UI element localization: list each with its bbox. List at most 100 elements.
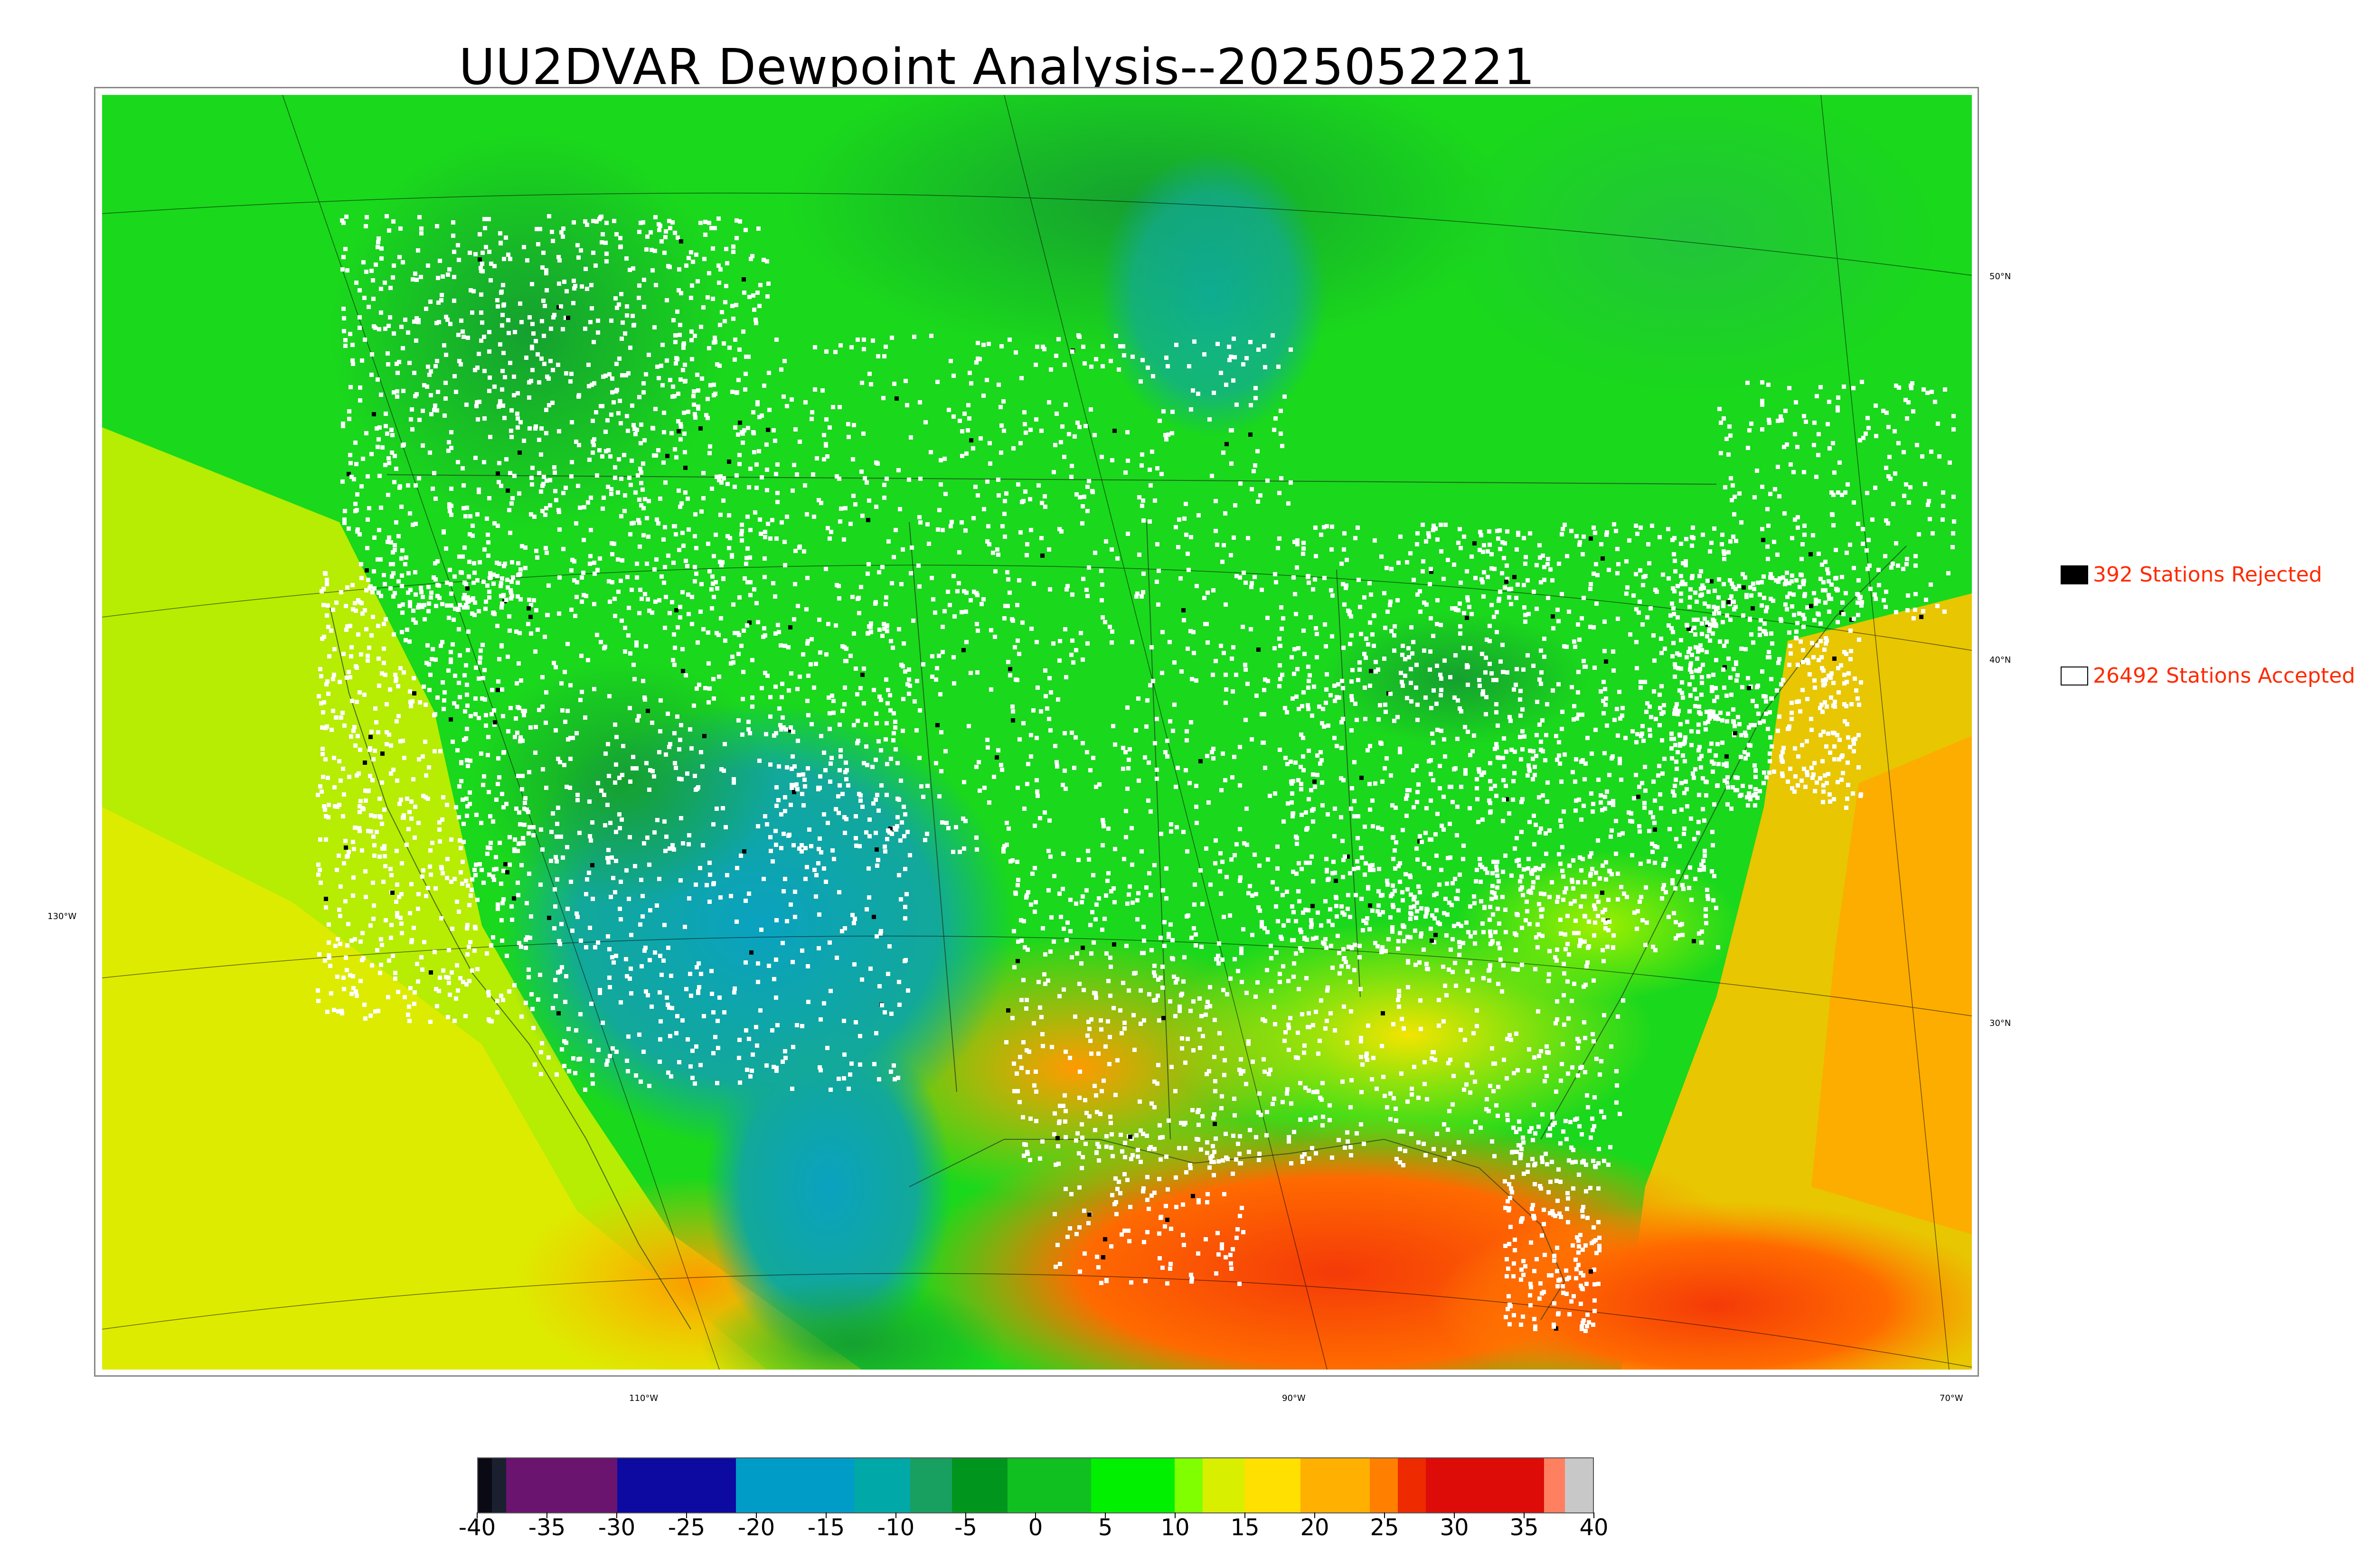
accepted-station-marker: [1357, 944, 1362, 948]
accepted-station-marker: [637, 296, 641, 300]
accepted-station-marker: [1113, 742, 1117, 747]
accepted-station-marker: [740, 529, 744, 533]
accepted-station-marker: [1668, 613, 1673, 618]
accepted-station-marker: [901, 664, 905, 668]
accepted-station-marker: [1301, 911, 1305, 915]
accepted-station-marker: [603, 430, 608, 434]
accepted-station-marker: [1661, 573, 1665, 577]
accepted-station-marker: [1315, 632, 1319, 636]
accepted-station-marker: [400, 931, 404, 935]
accepted-station-marker: [690, 1049, 695, 1053]
accepted-station-marker: [316, 999, 320, 1003]
accepted-station-marker: [1846, 783, 1850, 787]
accepted-station-marker: [578, 1012, 583, 1016]
accepted-station-marker: [1542, 637, 1546, 641]
accepted-station-marker: [565, 642, 570, 646]
accepted-station-marker: [673, 447, 677, 451]
accepted-station-marker: [1002, 512, 1007, 516]
accepted-station-marker: [837, 596, 841, 601]
accepted-station-marker: [443, 690, 447, 695]
accepted-station-marker: [1685, 655, 1689, 659]
accepted-station-marker: [1627, 810, 1631, 815]
accepted-station-marker: [1501, 778, 1506, 782]
rejected-station-marker: [372, 412, 376, 416]
accepted-station-marker: [465, 758, 469, 762]
accepted-station-marker: [1697, 868, 1702, 872]
accepted-station-marker: [962, 589, 966, 593]
accepted-station-marker: [536, 352, 540, 357]
accepted-station-marker: [1492, 891, 1497, 895]
accepted-station-marker: [1511, 779, 1516, 783]
accepted-station-marker: [1726, 785, 1730, 789]
accepted-station-marker: [323, 757, 328, 761]
accepted-station-marker: [1509, 602, 1513, 606]
accepted-station-marker: [1420, 840, 1424, 844]
accepted-station-marker: [501, 404, 505, 408]
accepted-station-marker: [1486, 549, 1490, 554]
accepted-station-marker: [1496, 907, 1500, 911]
accepted-station-marker: [634, 1073, 638, 1078]
accepted-station-marker: [741, 329, 745, 334]
accepted-station-marker: [639, 481, 643, 485]
accepted-station-marker: [496, 679, 500, 684]
accepted-station-marker: [382, 573, 386, 577]
accepted-station-marker: [457, 258, 461, 262]
accepted-station-marker: [885, 837, 889, 841]
accepted-station-marker: [377, 591, 381, 595]
accepted-station-marker: [1714, 906, 1718, 910]
accepted-station-marker: [1743, 731, 1747, 735]
accepted-station-marker: [915, 679, 919, 683]
accepted-station-marker: [1400, 653, 1404, 657]
accepted-station-marker: [812, 868, 817, 872]
accepted-station-marker: [491, 874, 495, 879]
accepted-station-marker: [1350, 786, 1354, 790]
rejected-station-marker: [547, 916, 551, 920]
accepted-station-marker: [861, 432, 866, 436]
accepted-station-marker: [1651, 815, 1655, 819]
accepted-station-marker: [380, 780, 384, 785]
accepted-station-marker: [735, 473, 739, 478]
accepted-station-marker: [934, 677, 938, 682]
accepted-station-marker: [854, 667, 858, 671]
accepted-station-marker: [1170, 431, 1174, 435]
accepted-station-marker: [417, 418, 422, 422]
accepted-station-marker: [774, 1066, 779, 1070]
accepted-station-marker: [817, 847, 821, 851]
accepted-station-marker: [506, 729, 510, 733]
accepted-station-marker: [349, 654, 353, 658]
accepted-station-marker: [881, 396, 886, 400]
accepted-station-marker: [468, 532, 472, 536]
accepted-station-marker: [606, 934, 610, 939]
accepted-station-marker: [1674, 837, 1678, 841]
accepted-station-marker: [1008, 673, 1012, 677]
rejected-station-marker: [429, 970, 433, 975]
accepted-station-marker: [756, 961, 760, 966]
accepted-station-marker: [722, 341, 726, 346]
accepted-station-marker: [463, 514, 468, 518]
rejected-station-marker: [1709, 579, 1714, 583]
accepted-station-marker: [679, 291, 683, 295]
accepted-station-marker: [524, 356, 528, 360]
accepted-station-marker: [1660, 896, 1664, 901]
accepted-station-marker: [435, 594, 440, 598]
accepted-station-marker: [1818, 776, 1822, 780]
accepted-station-marker: [1488, 801, 1492, 805]
accepted-station-marker: [1175, 825, 1179, 829]
accepted-station-marker: [1159, 472, 1164, 476]
accepted-station-marker: [1038, 816, 1042, 820]
accepted-station-marker: [390, 451, 394, 455]
accepted-station-marker: [351, 974, 355, 978]
accepted-station-marker: [721, 806, 725, 810]
accepted-station-marker: [1707, 713, 1712, 717]
accepted-station-marker: [432, 471, 436, 475]
accepted-station-marker: [1641, 583, 1645, 587]
accepted-station-marker: [689, 296, 693, 300]
accepted-station-marker: [505, 954, 509, 958]
accepted-station-marker: [858, 686, 863, 690]
accepted-station-marker: [1070, 638, 1074, 643]
accepted-station-marker: [1700, 681, 1704, 685]
accepted-station-marker: [1394, 806, 1398, 810]
accepted-station-marker: [712, 393, 716, 397]
accepted-station-marker: [1299, 765, 1303, 769]
accepted-station-marker: [1313, 577, 1317, 582]
